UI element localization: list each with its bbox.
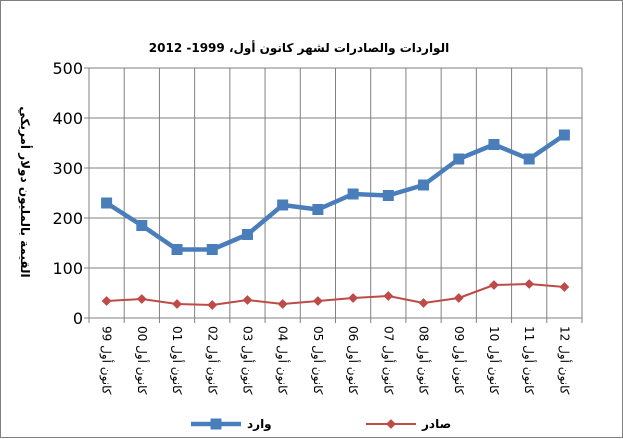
data-point (347, 188, 359, 200)
data-point (453, 293, 464, 303)
x-tick-label: كانون أول 09 (451, 326, 467, 395)
legend-item: صادر (366, 417, 451, 431)
data-point (348, 293, 359, 303)
legend-item: وارد (191, 417, 272, 432)
data-point (101, 296, 112, 306)
series (101, 129, 570, 310)
y-tick-label: 300 (52, 159, 83, 178)
data-point (382, 190, 394, 201)
data-point (312, 296, 323, 306)
chart-title: الواردات والصادرات لشهر كانون أول، 1999-… (149, 40, 449, 56)
data-point (418, 179, 430, 191)
x-tick-label: كانون أول 05 (310, 326, 326, 395)
x-tick-label: كانون أول 04 (275, 326, 291, 395)
data-point (242, 295, 253, 305)
data-point (172, 299, 182, 309)
series-line (105, 133, 566, 252)
data-point (101, 197, 113, 209)
y-tick-label: 400 (52, 109, 83, 128)
data-point (558, 129, 570, 141)
data-point (312, 204, 324, 215)
x-tick-label: كانون أول 99 (99, 326, 115, 395)
x-tick-label: كانون أول 12 (556, 326, 572, 395)
x-tick-label: كانون أول 02 (204, 326, 220, 395)
series-1 (101, 129, 570, 255)
data-point (523, 153, 535, 165)
data-point (383, 291, 394, 301)
data-point (241, 229, 253, 240)
data-point (277, 299, 288, 309)
data-point (207, 300, 218, 310)
data-point (171, 244, 183, 255)
x-tick-label: كانون أول 01 (169, 326, 185, 395)
x-tick-label: كانون أول 11 (521, 326, 537, 395)
data-point (524, 279, 535, 289)
y-tick-labels: 0 100 200 300 400 500 (52, 59, 83, 328)
data-point (206, 244, 218, 255)
y-tick-label: 500 (52, 59, 83, 78)
data-point (453, 153, 465, 165)
x-tick-label: كانون أول 07 (380, 326, 396, 395)
y-tick-label: 200 (52, 209, 83, 228)
gridlines (88, 67, 583, 319)
series-line (106, 283, 565, 306)
legend-marker (210, 418, 222, 430)
y-tick-label: 100 (52, 259, 83, 278)
legend-label: صادر (421, 417, 451, 431)
series-2 (101, 279, 570, 310)
data-point (489, 280, 499, 290)
data-point (277, 199, 289, 211)
axes (84, 67, 583, 323)
x-tick-label: كانون أول 03 (239, 326, 255, 395)
legend-marker (386, 419, 396, 429)
x-tick-label: كانون أول 10 (486, 326, 502, 395)
data-point (418, 298, 429, 308)
data-point (488, 139, 500, 150)
data-point (136, 294, 147, 304)
x-tick-label: كانون أول 08 (416, 326, 432, 395)
data-point (559, 282, 570, 292)
legend: وارد صادر (191, 417, 451, 432)
y-tick-label: 0 (73, 309, 83, 328)
data-point (136, 220, 148, 231)
legend-label: وارد (247, 417, 272, 432)
x-tick-label: كانون أول 00 (134, 326, 150, 395)
y-axis-label: القيمة بالمليون دولار أمريكي (17, 106, 33, 277)
x-tick-label: كانون أول 06 (345, 326, 361, 395)
x-tick-labels: كانون أول 99 كانون أول 00 كانون أول 01 كانو… (99, 326, 573, 395)
